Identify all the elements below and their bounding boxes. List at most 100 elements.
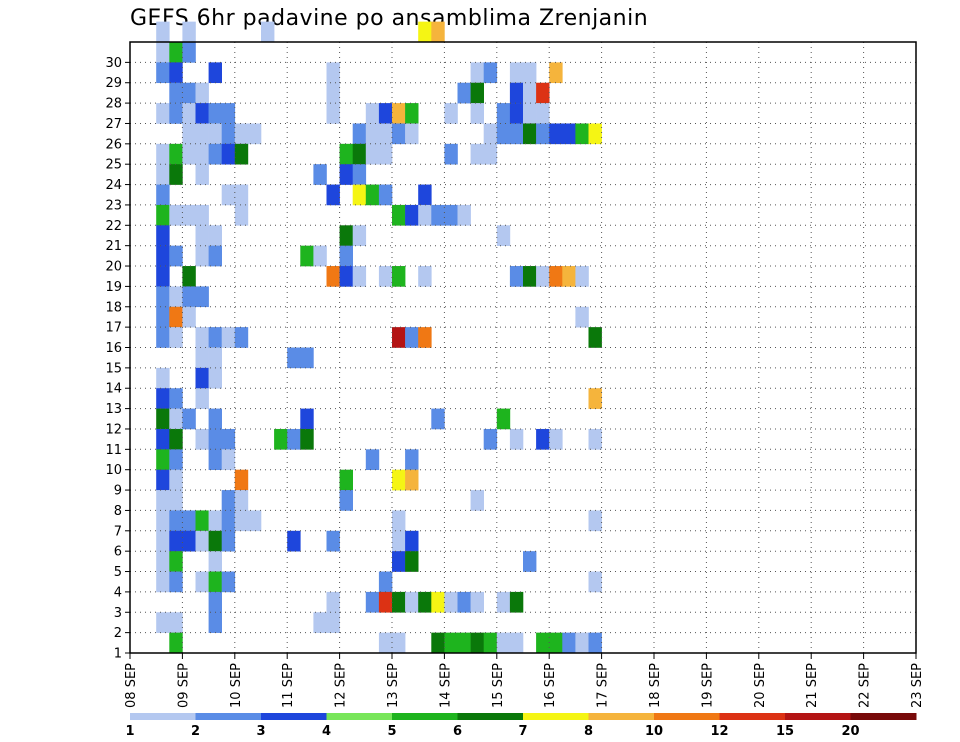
heatmap-cell <box>195 327 209 348</box>
heatmap-cell <box>523 62 537 84</box>
heatmap-cell <box>300 245 314 267</box>
heatmap-cell <box>405 449 419 470</box>
heatmap-cell <box>378 123 393 145</box>
heatmap-cell <box>326 591 340 613</box>
heatmap-cell <box>457 204 471 226</box>
x-tick-label: 15 SEP <box>491 663 506 708</box>
heatmap-cell <box>562 266 576 287</box>
heatmap-cell <box>300 408 314 430</box>
heatmap-cell <box>509 62 524 84</box>
heatmap-cell <box>195 245 209 267</box>
heatmap-cell <box>195 143 209 165</box>
heatmap-cell <box>352 225 367 246</box>
heatmap-cell <box>169 449 183 470</box>
x-tick-label: 08 SEP <box>124 663 139 708</box>
heatmap-cell <box>339 245 353 267</box>
colorbar: 1 2 3 4 5 6 7 8 10 12 15 20 <box>125 713 917 739</box>
colorbar-label: 2 <box>191 724 200 739</box>
heatmap-cell <box>208 510 222 532</box>
heatmap-cell <box>392 266 406 287</box>
heatmap-cell <box>509 591 524 613</box>
heatmap-cell <box>169 469 183 491</box>
x-tick-label: 13 SEP <box>386 663 401 708</box>
heatmap-cell <box>509 632 524 654</box>
heatmap-cell <box>326 103 340 124</box>
heatmap-cell <box>169 530 183 552</box>
colorbar-swatch <box>719 713 786 720</box>
heatmap-cell <box>365 143 380 165</box>
colorbar-label: 12 <box>710 724 728 739</box>
heatmap-cell <box>365 123 380 145</box>
heatmap-cell <box>405 591 419 613</box>
heatmap-cell <box>169 286 183 308</box>
heatmap-cell <box>365 591 380 613</box>
y-tick-label: 15 <box>105 361 122 376</box>
heatmap-cell <box>378 143 393 165</box>
heatmap-cell <box>457 82 471 104</box>
heatmap-cell <box>156 469 170 491</box>
heatmap-cell <box>156 21 170 43</box>
heatmap-cell <box>536 82 550 104</box>
heatmap-cell <box>352 266 367 287</box>
heatmap-cell <box>182 123 196 145</box>
heatmap-cell <box>313 612 327 633</box>
y-tick-label: 18 <box>105 300 122 315</box>
heatmap-cell <box>392 204 406 226</box>
heatmap-cell <box>418 266 432 287</box>
heatmap-cell <box>247 510 262 532</box>
heatmap-cell <box>182 286 196 308</box>
heatmap-cell <box>339 225 353 246</box>
heatmap-cell <box>221 428 236 450</box>
x-tick-label: 22 SEP <box>858 663 873 708</box>
heatmap-cell <box>208 367 222 389</box>
heatmap-cell <box>392 551 406 572</box>
heatmap-cell <box>326 62 340 84</box>
colorbar-label: 1 <box>125 724 134 739</box>
heatmap-cell <box>156 612 170 633</box>
y-tick-label: 10 <box>105 463 122 478</box>
heatmap-cell <box>457 591 471 613</box>
heatmap-cell <box>405 123 419 145</box>
grid-lines <box>130 42 916 654</box>
heatmap-cell <box>234 184 249 206</box>
heatmap-cell <box>378 571 393 593</box>
y-tick-label: 6 <box>114 545 122 560</box>
heatmap-cell <box>470 82 484 104</box>
heatmap-cell <box>208 571 222 593</box>
heatmap-cell <box>156 143 170 165</box>
heatmap-cell <box>431 408 445 430</box>
heatmap-cell <box>326 530 340 552</box>
x-tick-label: 23 SEP <box>910 663 925 708</box>
heatmap-cell <box>287 428 301 450</box>
heatmap-cell <box>405 530 419 552</box>
heatmap-cell <box>339 266 353 287</box>
heatmap-cell <box>156 62 170 84</box>
heatmap-cell <box>588 632 602 654</box>
heatmap-cell <box>483 123 498 145</box>
heatmap-cell <box>575 632 589 654</box>
heatmap-cell <box>365 103 380 124</box>
heatmap-cell <box>195 347 209 369</box>
heatmap-cell <box>182 530 196 552</box>
heatmap-cell <box>509 266 524 287</box>
heatmap-cell <box>208 530 222 552</box>
heatmap-cell <box>221 510 236 532</box>
heatmap-cell <box>169 42 183 63</box>
heatmap-cell <box>247 123 262 145</box>
heatmap-cell <box>523 266 537 287</box>
heatmap-cell <box>549 62 563 84</box>
heatmap-cell <box>313 164 327 185</box>
x-tick-label: 19 SEP <box>700 663 715 708</box>
heatmap-cell <box>313 245 327 267</box>
heatmap-cell <box>208 449 222 470</box>
heatmap-cell <box>575 123 589 145</box>
heatmap-cell <box>182 143 196 165</box>
heatmap-cell <box>195 103 209 124</box>
heatmap-cell <box>156 204 170 226</box>
heatmap-cell <box>392 591 406 613</box>
heatmap-cell <box>182 408 196 430</box>
colorbar-swatch <box>850 713 917 720</box>
heatmap-cell <box>562 632 576 654</box>
x-tick-label: 10 SEP <box>229 663 244 708</box>
